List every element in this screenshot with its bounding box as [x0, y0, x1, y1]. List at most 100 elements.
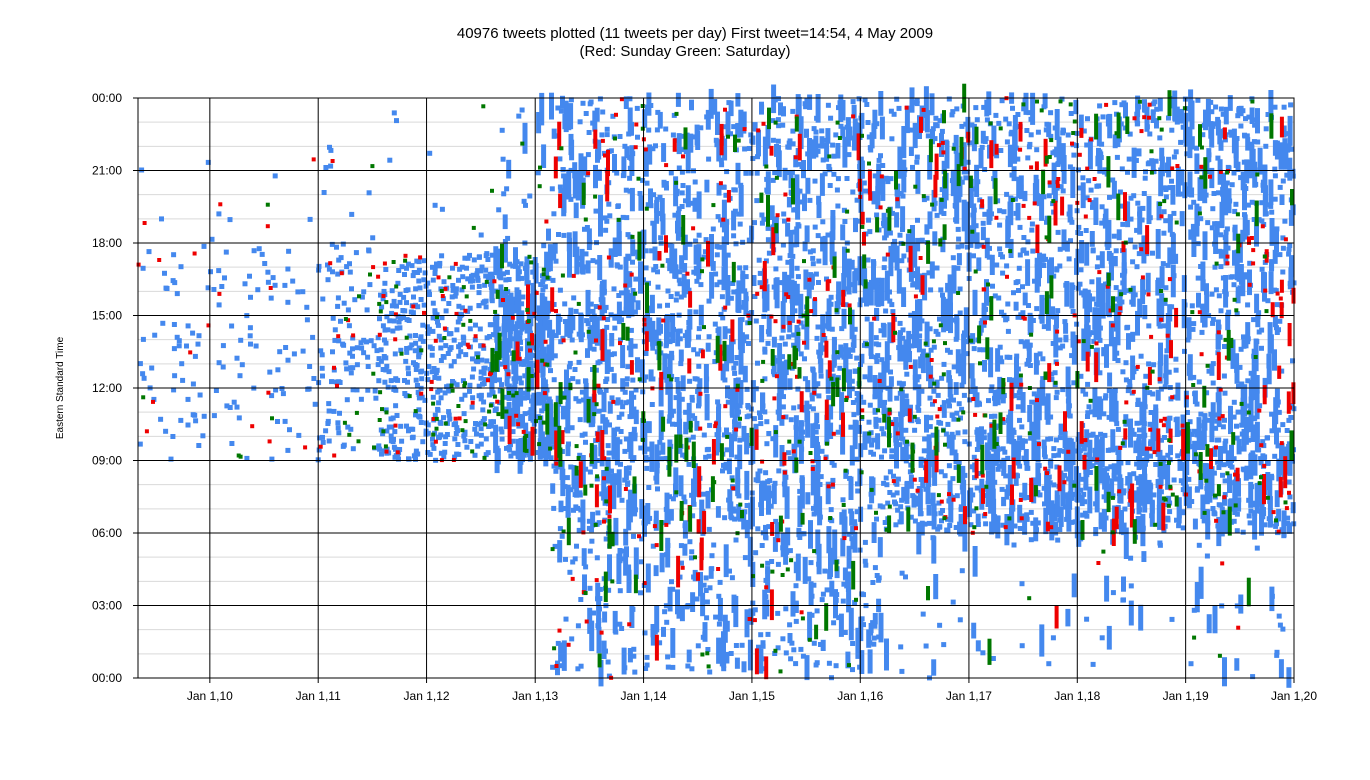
tweet-point: [1014, 356, 1019, 388]
tweet-point: [819, 173, 825, 196]
tweet-point: [548, 403, 554, 427]
tweet-point: [1279, 442, 1285, 448]
tweet-point: [468, 439, 474, 444]
tweet-point: [1174, 517, 1179, 523]
tweet-point: [383, 407, 389, 413]
tweet-point: [561, 654, 567, 660]
tweet-point: [307, 364, 313, 369]
tweet-point: [1034, 264, 1040, 293]
tweet-point: [1172, 116, 1178, 122]
tweet-point: [640, 389, 646, 395]
tweet-point: [940, 404, 945, 410]
tweet-point: [841, 581, 847, 587]
tweet-point: [841, 273, 847, 297]
tweet-point: [659, 456, 664, 462]
tweet-point: [1186, 317, 1192, 329]
tweet-point: [831, 336, 837, 366]
tweet-point: [925, 133, 931, 139]
tweet-point: [558, 108, 564, 114]
tweet-point: [1111, 180, 1117, 199]
tweet-point: [918, 456, 924, 468]
tweet-point: [518, 346, 524, 352]
tweet-point: [1187, 171, 1193, 197]
tweet-point: [179, 361, 185, 367]
tweet-point: [1181, 275, 1187, 292]
tweet-point: [949, 112, 955, 118]
tweet-point: [888, 376, 894, 387]
tweet-point: [765, 560, 771, 566]
tweet-point: [863, 188, 869, 194]
tweet-point: [463, 352, 469, 358]
tweet-point: [702, 249, 708, 255]
tweet-point: [908, 146, 914, 156]
tweet-point: [1104, 472, 1109, 503]
tweet-point: [750, 445, 756, 464]
tweet-point: [1029, 399, 1035, 405]
tweet-point: [786, 170, 792, 175]
tweet-point: [1147, 131, 1153, 137]
tweet-point: [709, 271, 715, 299]
tweet-point: [487, 334, 493, 339]
tweet-point: [1181, 299, 1187, 329]
tweet-point: [696, 334, 701, 340]
tweet-point: [1158, 489, 1164, 495]
tweet-point: [304, 304, 310, 310]
tweet-point: [582, 431, 588, 437]
tweet-point: [1051, 446, 1057, 452]
tweet-point: [1017, 252, 1023, 258]
tweet-point: [906, 330, 912, 357]
tweet-point: [382, 327, 388, 333]
tweet-point: [716, 406, 721, 429]
tweet-point: [807, 611, 813, 641]
tweet-point: [367, 282, 373, 288]
tweet-point: [781, 211, 787, 217]
tweet-point: [429, 346, 435, 352]
tweet-point: [743, 170, 749, 176]
tweet-point: [1081, 328, 1087, 361]
tweet-point: [797, 488, 803, 494]
tweet-point: [792, 229, 798, 235]
tweet-point: [1133, 440, 1139, 454]
tweet-point: [969, 464, 975, 470]
tweet-point: [350, 346, 355, 352]
tweet-point: [1161, 230, 1167, 236]
tweet-point: [481, 399, 487, 405]
tweet-point: [972, 289, 978, 316]
tweet-point: [738, 380, 744, 405]
tweet-point: [813, 504, 819, 509]
tweet-point: [963, 307, 969, 338]
tweet-point: [1007, 354, 1013, 360]
tweet-point: [703, 454, 709, 460]
tweet-point: [1015, 366, 1021, 372]
tweet-point: [1290, 204, 1296, 216]
tweet-point: [1098, 512, 1104, 530]
tweet-point: [487, 271, 493, 277]
tweet-point: [866, 297, 872, 303]
tweet-point: [590, 511, 596, 528]
tweet-point: [1218, 264, 1224, 270]
tweet-point: [881, 400, 887, 415]
tweet-point: [1069, 519, 1075, 525]
tweet-point: [661, 182, 667, 188]
tweet-point: [1093, 312, 1099, 340]
tweet-point: [1077, 448, 1083, 454]
tweet-point: [980, 130, 986, 144]
tweet-point: [456, 344, 462, 350]
tweet-point: [1179, 191, 1185, 197]
tweet-point: [1127, 131, 1133, 137]
tweet-point: [805, 380, 811, 392]
tweet-point: [275, 419, 280, 424]
tweet-point: [1141, 440, 1147, 455]
tweet-point: [790, 141, 796, 147]
tweet-point: [566, 441, 571, 447]
tweet-point: [992, 389, 998, 407]
tweet-point: [679, 255, 685, 270]
tweet-point: [273, 387, 279, 393]
tweet-point: [724, 651, 730, 664]
tweet-point: [1053, 395, 1059, 401]
tweet-point: [599, 132, 605, 138]
tweet-point: [1128, 555, 1134, 561]
tweet-point: [986, 209, 992, 225]
tweet-point: [151, 396, 157, 402]
tweet-point: [490, 390, 496, 396]
